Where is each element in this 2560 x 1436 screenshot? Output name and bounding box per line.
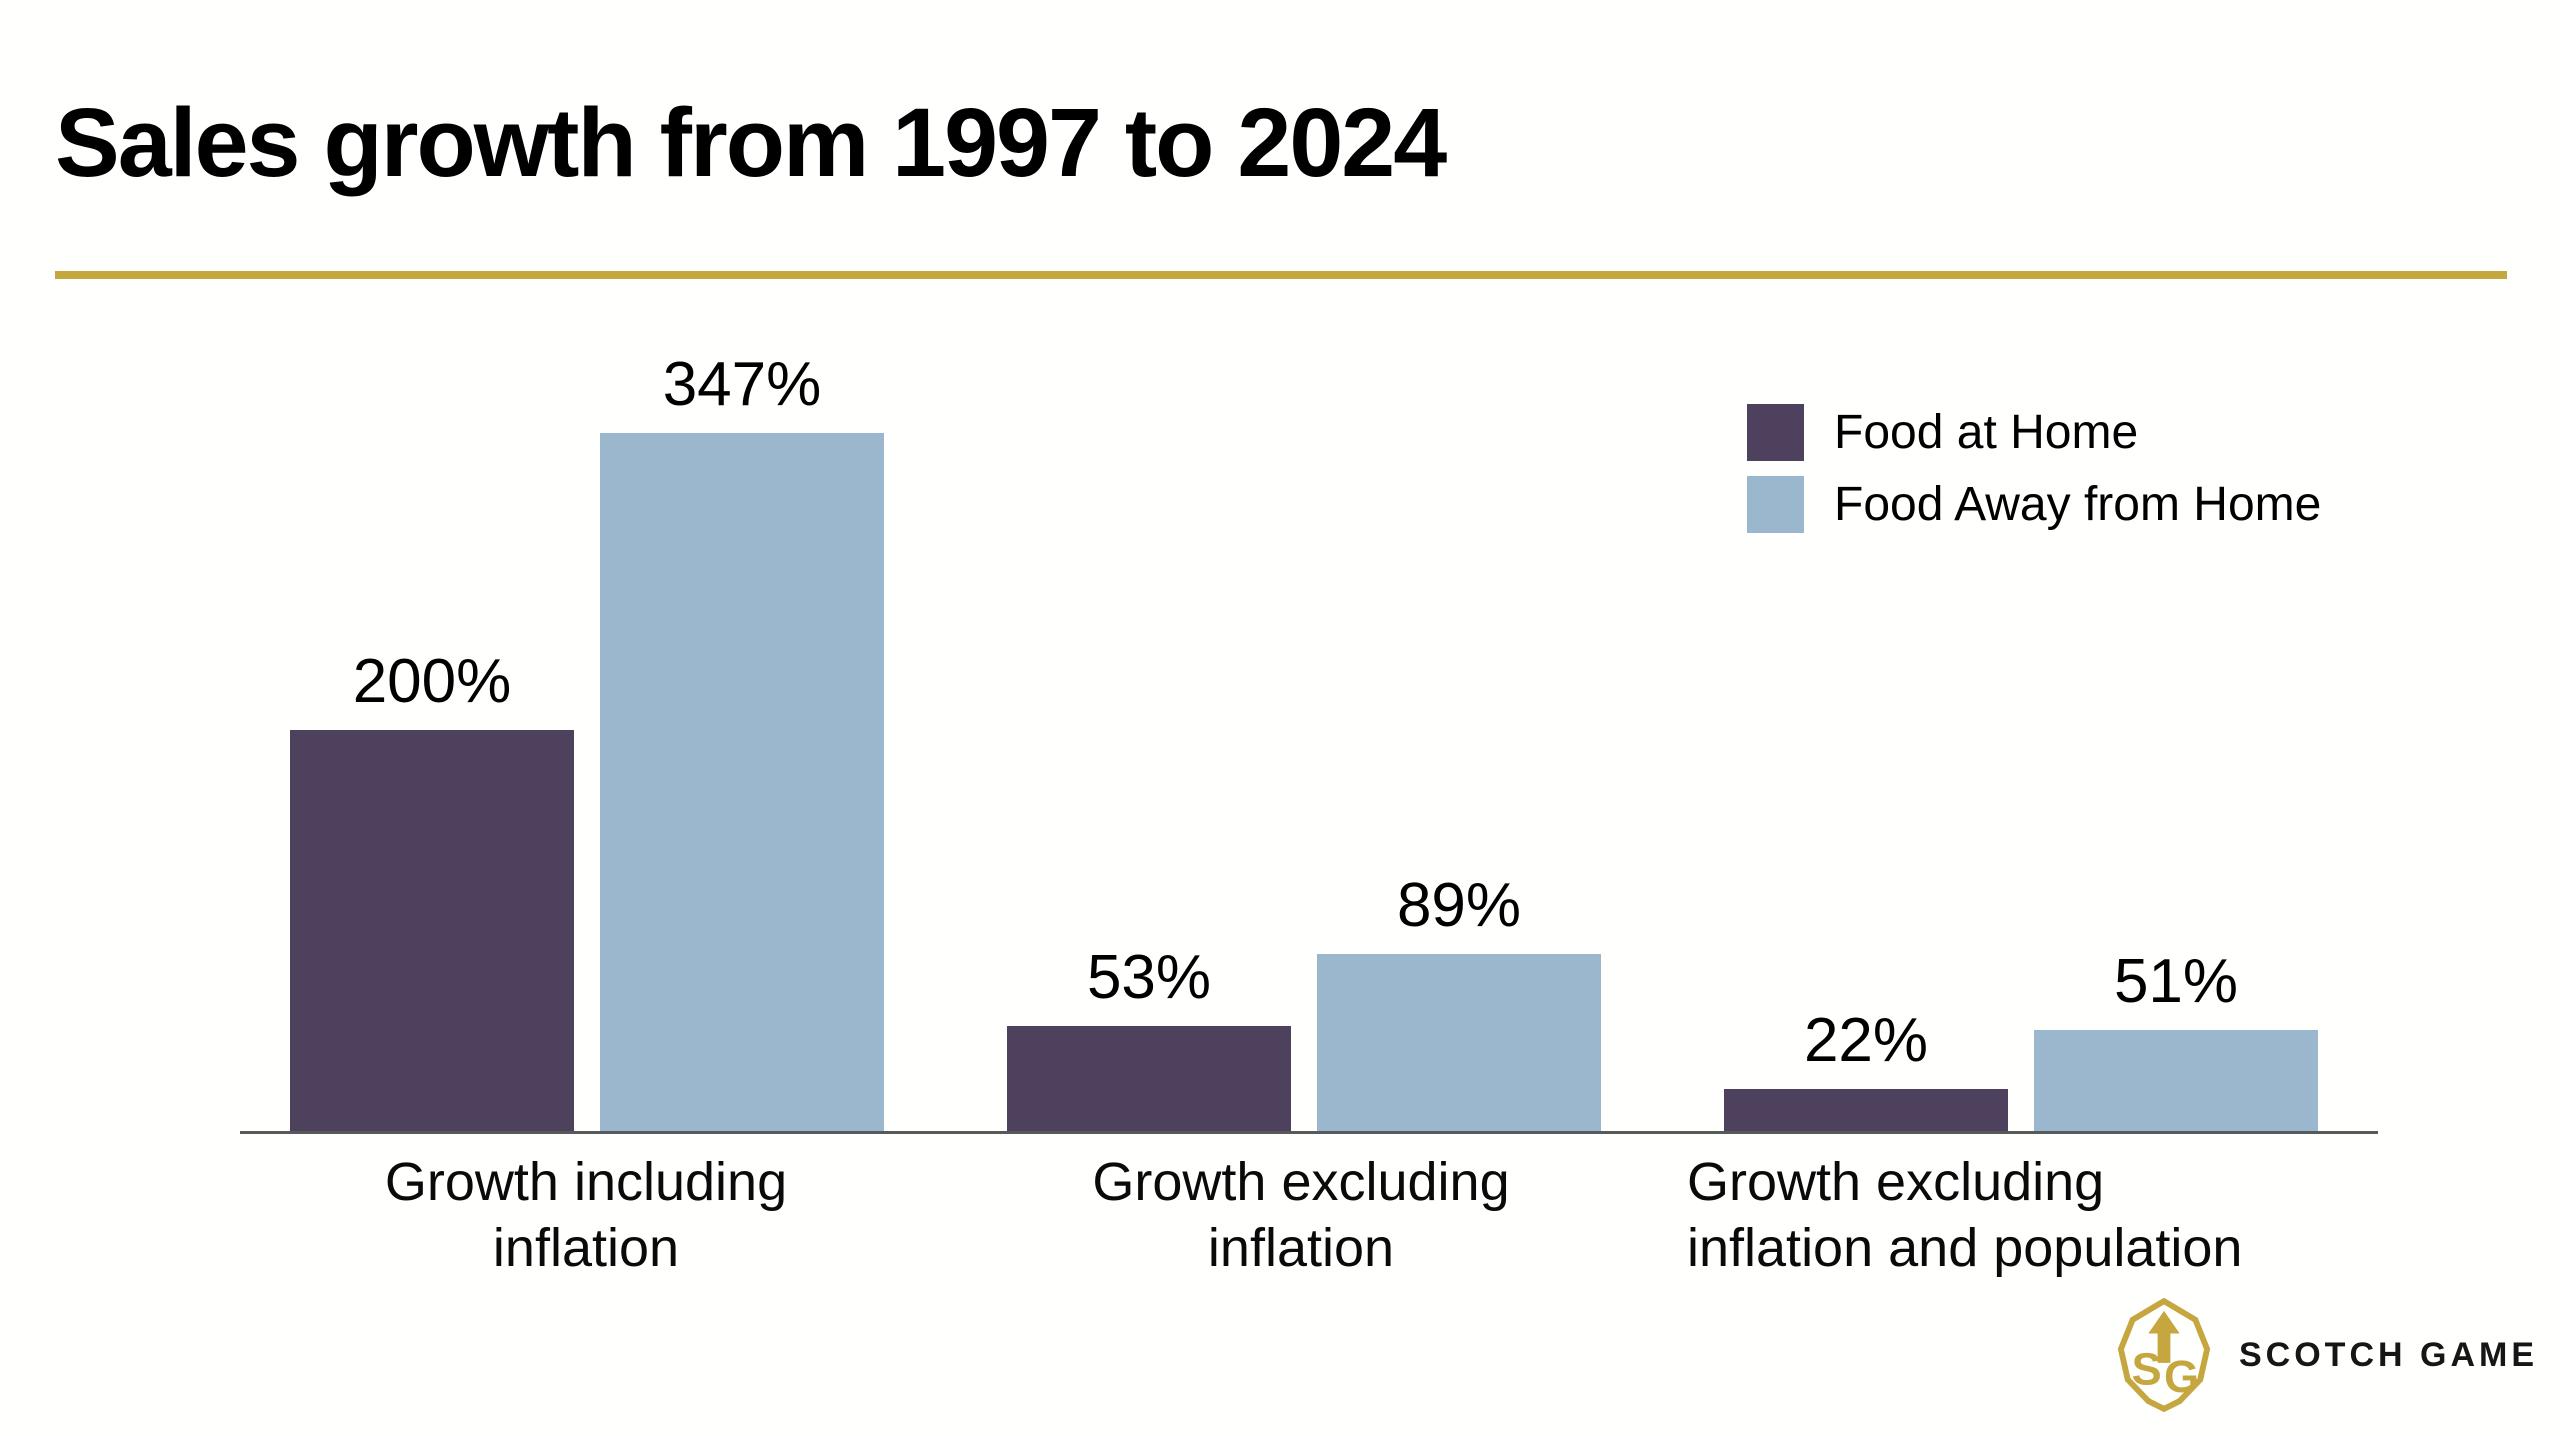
value-label-food-at-home-1: 53% xyxy=(1086,943,1212,1012)
page-title: Sales growth from 1997 to 2024 xyxy=(55,87,1447,197)
gold-divider-rule xyxy=(55,271,2507,279)
value-label-food-at-home-0: 200% xyxy=(352,647,512,716)
category-label-0: Growth including inflation xyxy=(384,1152,788,1278)
category-label-2: Growth excluding inflation and populatio… xyxy=(1687,1152,2243,1278)
legend-swatch-icon xyxy=(1747,476,1804,533)
bar-wrap: 89% xyxy=(1317,875,1601,1133)
bar-wrap: 22% xyxy=(1724,1010,2008,1133)
bar-food-away-from-home-0 xyxy=(600,433,884,1133)
bar-wrap: 53% xyxy=(1007,947,1291,1133)
x-axis-line xyxy=(240,1131,2378,1134)
bar-group-growth-including-inflation: 200% 347% xyxy=(290,354,884,1133)
bar-group-growth-excluding-inflation-and-population: 22% 51% xyxy=(1724,951,2318,1133)
bar-wrap: 347% xyxy=(600,354,884,1133)
legend-item-food-away-from-home: Food Away from Home xyxy=(1747,476,2321,533)
brand-logo: S G SCOTCH GAME xyxy=(2115,1298,2538,1412)
bar-group-growth-excluding-inflation: 53% 89% xyxy=(1007,875,1601,1133)
value-label-food-away-from-home-0: 347% xyxy=(662,350,822,419)
value-label-food-away-from-home-1: 89% xyxy=(1396,871,1522,940)
value-label-food-at-home-2: 22% xyxy=(1803,1006,1929,1075)
bar-food-at-home-1 xyxy=(1007,1026,1291,1133)
bar-food-at-home-2 xyxy=(1724,1089,2008,1133)
brand-name: SCOTCH GAME xyxy=(2239,1335,2538,1374)
bar-food-at-home-0 xyxy=(290,730,574,1133)
legend-label: Food Away from Home xyxy=(1834,477,2322,531)
svg-text:S: S xyxy=(2132,1343,2162,1394)
value-label-food-away-from-home-2: 51% xyxy=(2113,947,2239,1016)
bar-wrap: 200% xyxy=(290,651,574,1133)
x-axis-labels: Growth including inflation Growth excludi… xyxy=(290,1150,2312,1282)
bar-wrap: 51% xyxy=(2034,951,2318,1133)
category-label-1: Growth excluding inflation xyxy=(1092,1152,1510,1278)
legend-item-food-at-home: Food at Home xyxy=(1747,404,2321,461)
legend-swatch-icon xyxy=(1747,404,1804,461)
bar-food-away-from-home-1 xyxy=(1317,954,1601,1133)
bar-food-away-from-home-2 xyxy=(2034,1030,2318,1133)
svg-text:G: G xyxy=(2164,1351,2199,1402)
leaf-monogram-icon: S G xyxy=(2117,1298,2211,1412)
legend-label: Food at Home xyxy=(1834,405,2139,459)
chart-legend: Food at Home Food Away from Home xyxy=(1747,404,2321,533)
bar-chart: 200% 347% 53% 89% 22% 51% xyxy=(290,354,2318,1133)
